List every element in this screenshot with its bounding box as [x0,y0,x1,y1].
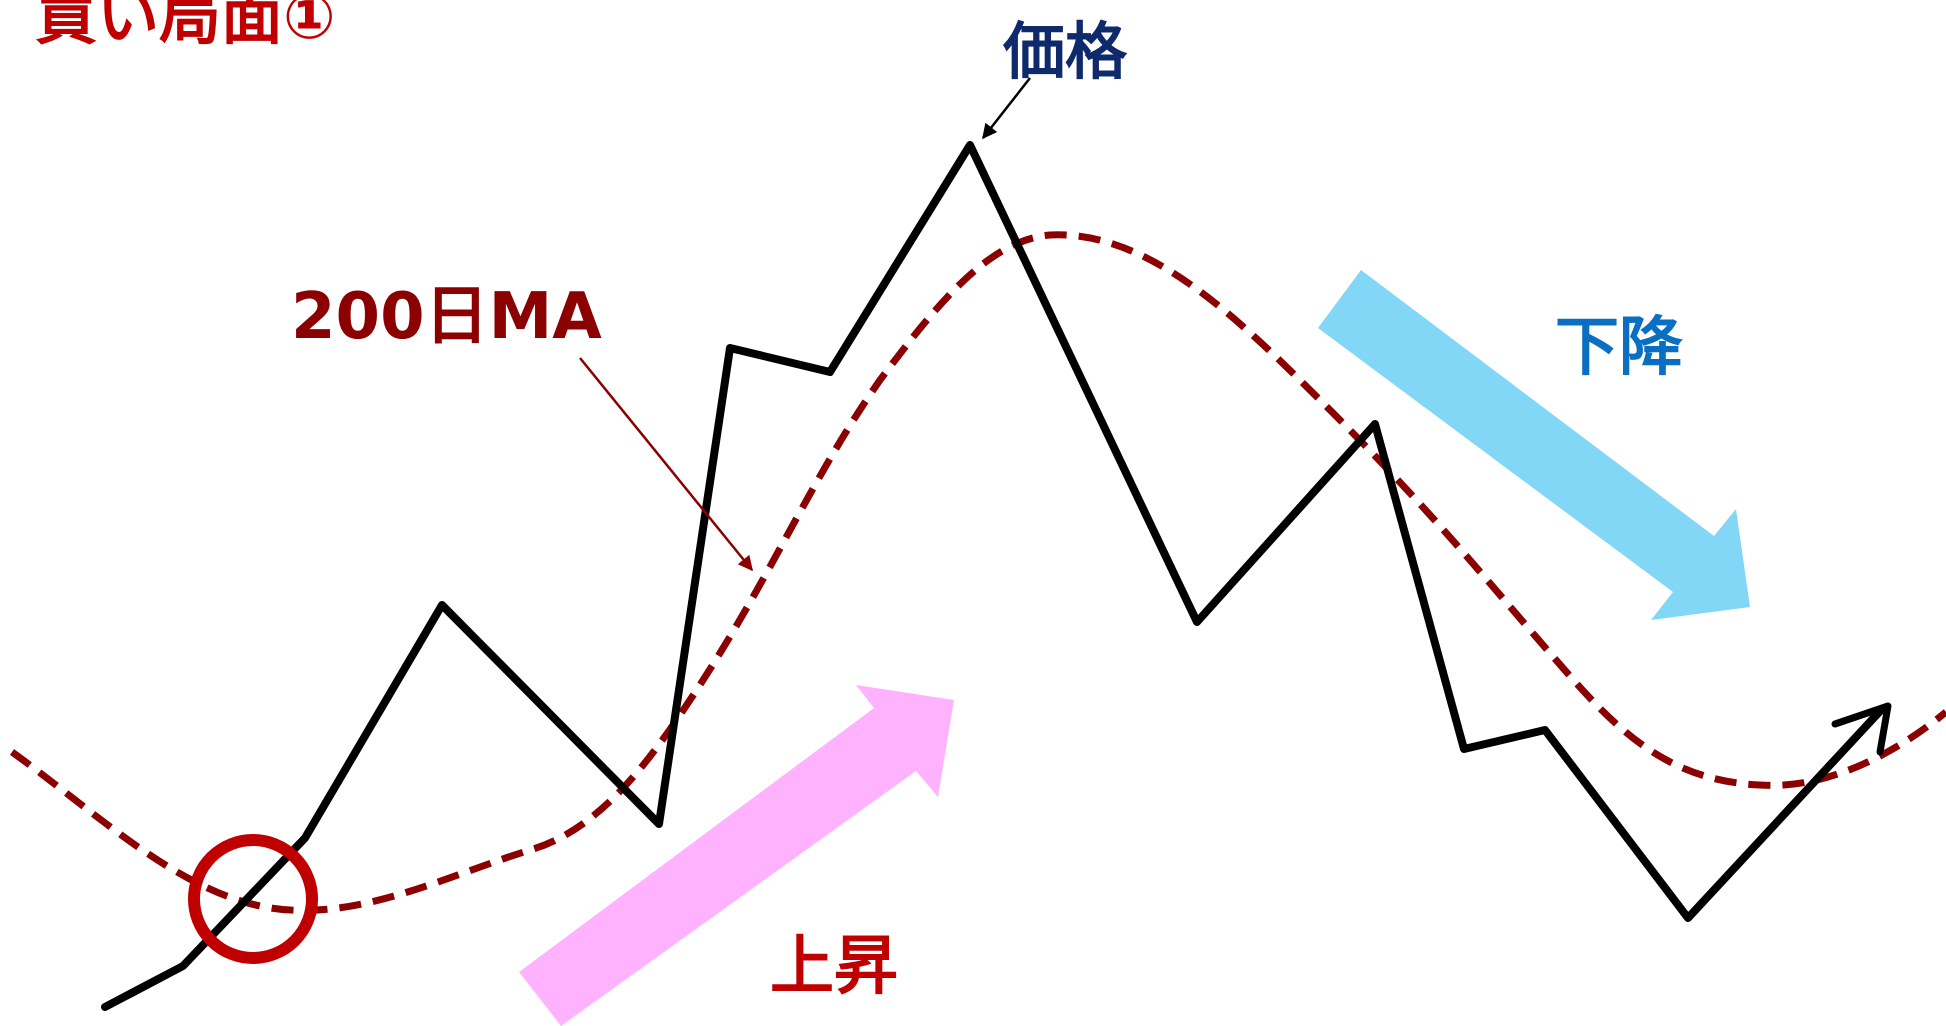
price-pointer [982,77,1031,140]
buy-point-circle [188,834,318,964]
rise-label: 上昇 [770,930,898,1004]
price-arrowhead [1831,702,1892,756]
fall-label: 下降 [1555,311,1683,385]
ma-200-line [9,231,1946,914]
price-line [101,141,1886,1011]
ma-pointer [579,357,753,572]
fall-arrow [1318,270,1750,620]
ma-label: 200日MA [291,280,602,354]
page-title: 買い局面① [35,0,336,53]
price-label: 価格 [1002,15,1128,88]
rise-arrow [519,685,954,1026]
